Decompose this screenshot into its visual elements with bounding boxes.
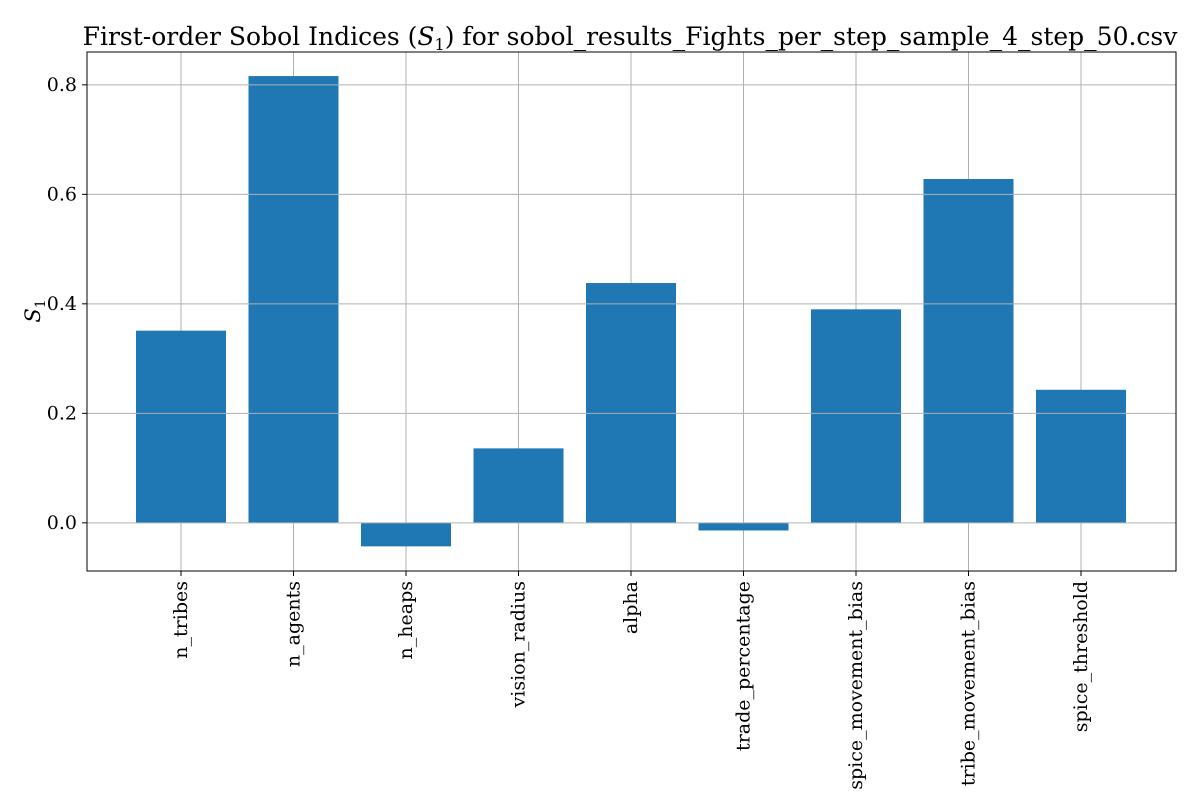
y-axis-label: S1 [21,299,49,322]
x-tick-label: n_heaps [395,581,417,659]
x-tick-label: tribe_movement_bias [958,581,980,786]
y-tick-label: 0.2 [47,402,77,424]
bar-spice-movement-bias [811,309,901,523]
x-tick-label: spice_threshold [1070,581,1092,732]
y-tick-label: 0.0 [47,512,77,534]
bar-spice-threshold [1036,389,1126,523]
bar-n-heaps [361,522,451,547]
x-tick-label: spice_movement_bias [845,581,867,790]
bar-n-agents [248,76,339,523]
x-tick-label: vision_radius [508,581,530,708]
bar-tribe-movement-bias [923,179,1014,523]
bar-n-tribes [136,330,226,523]
x-tick-label: n_agents [283,581,305,667]
y-tick-label: 0.4 [47,293,77,315]
x-axis-ticks: n_tribes n_agents n_heaps vision_radius alph… [170,571,1092,790]
chart-title: First-order Sobol Indices (S1) for sobol… [83,22,1179,54]
bar-vision-radius [473,448,564,523]
x-tick-label: trade_percentage [733,581,755,751]
y-tick-label: 0.8 [47,74,77,96]
y-tick-label: 0.6 [47,183,77,205]
x-tick-label: alpha [620,581,642,634]
bars [136,76,1126,547]
plot-frame [86,51,1177,572]
bar-alpha [586,283,676,523]
y-axis-ticks: 0.0 0.2 0.4 0.6 0.8 [47,74,1176,534]
bar-trade-percentage [698,522,789,531]
x-tick-label: n_tribes [170,581,192,659]
